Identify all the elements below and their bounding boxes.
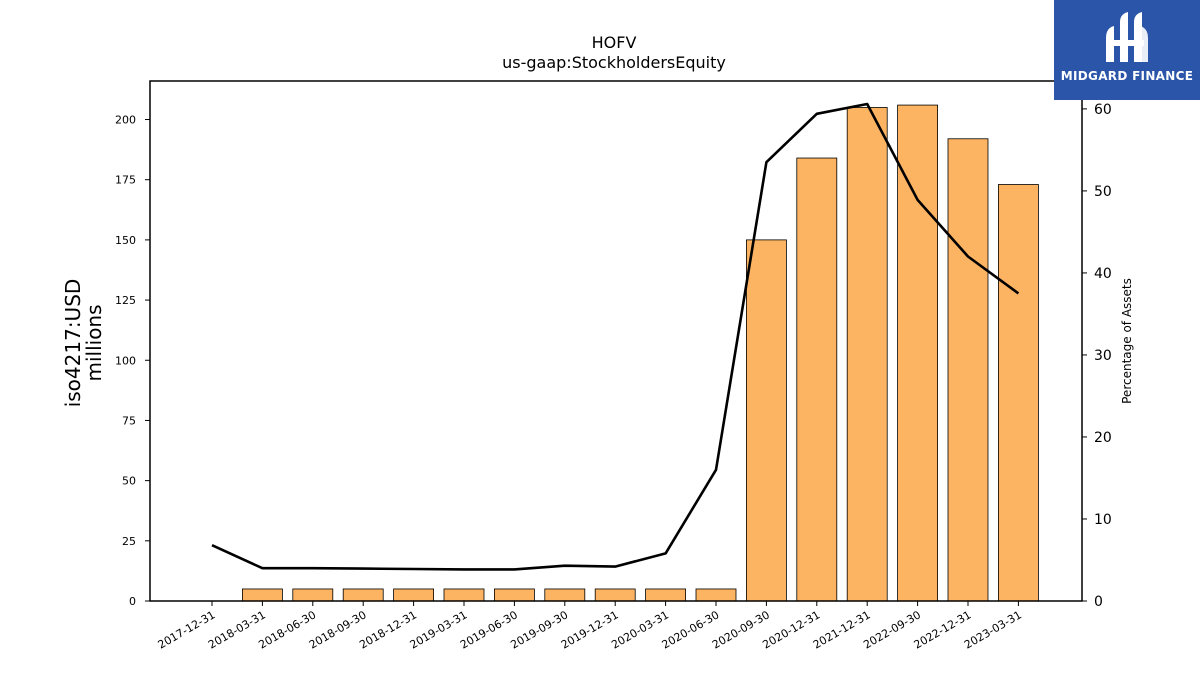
bar-2020-06-30 xyxy=(695,588,737,602)
right-tick-label-20: 20 xyxy=(1094,430,1112,446)
bar-2022-12-31 xyxy=(947,138,989,602)
left-tick-label-200: 200 xyxy=(115,114,136,127)
right-tick-label-10: 10 xyxy=(1094,512,1112,528)
brand-name: MIDGARD FINANCE xyxy=(1060,69,1194,83)
bar-2023-03-31 xyxy=(998,184,1039,602)
line-series xyxy=(211,102,1020,571)
plot-frame xyxy=(149,80,1083,602)
bar-2018-03-31 xyxy=(241,588,283,602)
bar-2021-12-31 xyxy=(846,107,888,602)
right-tick-label-0: 0 xyxy=(1094,594,1103,610)
left-tick-label-150: 150 xyxy=(115,234,136,247)
left-axis-label-line-1: iso4217:USD xyxy=(61,279,85,408)
left-tick-label-125: 125 xyxy=(115,294,136,307)
bar-2018-12-31 xyxy=(393,588,435,602)
right-axis-label: Percentage of Assets xyxy=(1120,278,1134,404)
left-tick-label-0: 0 xyxy=(129,595,136,608)
right-tick-label-60: 60 xyxy=(1094,102,1112,118)
left-axis-label: iso4217:USD millions xyxy=(61,279,106,408)
bar-2020-12-31 xyxy=(796,157,838,602)
left-tick-label-75: 75 xyxy=(122,414,136,427)
bar-2018-06-30 xyxy=(292,588,334,602)
bar-2022-09-30 xyxy=(897,104,938,602)
left-tick-label-25: 25 xyxy=(122,535,136,548)
left-axis-label-line-2: millions xyxy=(82,304,106,381)
bar-2020-03-31 xyxy=(645,588,686,602)
left-tick-label-100: 100 xyxy=(115,354,136,367)
bar-2018-09-30 xyxy=(342,588,384,602)
bar-2020-09-30 xyxy=(746,239,787,602)
right-tick-label-40: 40 xyxy=(1094,266,1112,282)
percentage-line xyxy=(211,102,1020,571)
bar-2019-12-31 xyxy=(594,588,636,602)
bar-2019-06-30 xyxy=(493,588,535,602)
left-tick-label-175: 175 xyxy=(115,174,136,187)
chart-subtitle: us-gaap:StockholdersEquity xyxy=(502,53,726,72)
bar-2019-09-30 xyxy=(544,588,586,602)
bar-2019-03-31 xyxy=(443,588,485,602)
bar-series xyxy=(241,104,1039,602)
brand-logo: MIDGARD FINANCE xyxy=(1054,0,1200,100)
right-tick-label-50: 50 xyxy=(1094,184,1112,200)
right-tick-label-30: 30 xyxy=(1094,348,1112,364)
x-tick-label-2023-03-31: 2023-03-31 xyxy=(962,608,1024,651)
left-tick-label-50: 50 xyxy=(122,475,136,488)
chart-title: HOFV xyxy=(592,33,637,52)
brand-logo-mark-icon xyxy=(1106,12,1148,62)
